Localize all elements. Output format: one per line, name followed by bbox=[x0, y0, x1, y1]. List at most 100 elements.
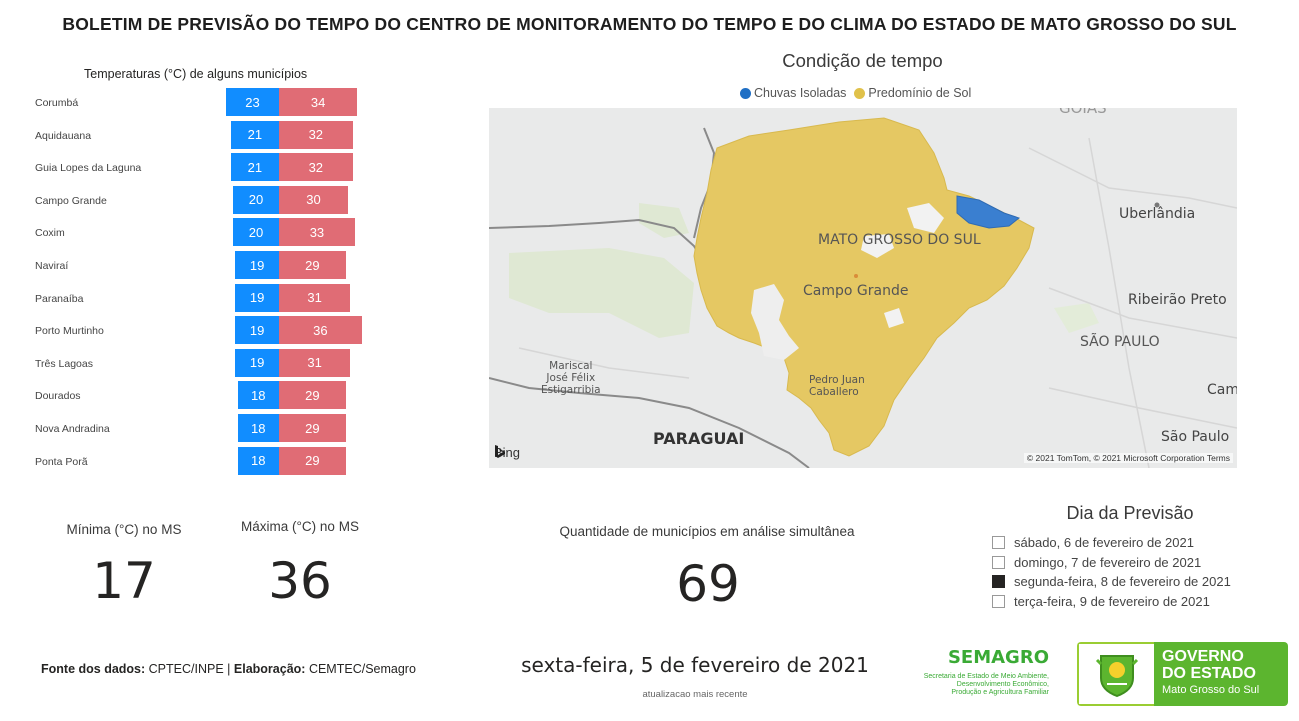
city-label: Três Lagoas bbox=[35, 357, 93, 370]
min-temp-bar[interactable]: 19 bbox=[235, 283, 279, 312]
legend-dot-rain bbox=[740, 87, 751, 99]
state-seal-icon bbox=[1077, 642, 1154, 706]
slicer-item-terca[interactable]: terça-feira, 9 de fevereiro de 2021 bbox=[992, 592, 1231, 612]
checkbox-domingo[interactable] bbox=[992, 555, 1005, 569]
map-title: Condição de tempo bbox=[782, 50, 943, 71]
max-temp-bar[interactable]: 34 bbox=[279, 88, 358, 116]
temperature-row[interactable]: Ponta Porã 18 29 bbox=[0, 445, 400, 478]
min-temp-bar[interactable]: 19 bbox=[235, 251, 279, 279]
legend-dot-sun bbox=[854, 87, 866, 99]
max-temp-bar[interactable]: 29 bbox=[279, 251, 346, 279]
max-temp-bar[interactable]: 29 bbox=[279, 381, 346, 410]
slicer-label-domingo: domingo, 7 de fevereiro de 2021 bbox=[1014, 554, 1202, 570]
source-value: CPTEC/INPE bbox=[148, 662, 224, 676]
semagro-logo: SEMAGRO Secretaria de Estado de Meio Amb… bbox=[906, 645, 1049, 700]
map-label-sao-paulo-city: São Paulo bbox=[1161, 429, 1230, 445]
gov-text: GOVERNO DO ESTADO Mato Grosso do Sul bbox=[1154, 642, 1288, 706]
temperature-chart: Corumbá 23 34 Aquidauana 21 32 Guia Lopes da L… bbox=[0, 86, 400, 481]
temperature-row[interactable]: Naviraí 19 29 bbox=[0, 249, 400, 282]
city-label: Nova Andradina bbox=[35, 423, 110, 435]
temperature-row[interactable]: Nova Andradina 18 29 bbox=[0, 412, 400, 445]
temperature-row[interactable]: Aquidauana 21 32 bbox=[0, 119, 400, 152]
max-temp-bar[interactable]: 36 bbox=[279, 316, 362, 345]
source-label: Fonte dos dados: bbox=[41, 662, 146, 676]
map-legend: Chuvas Isoladas Predomínio de Sol bbox=[740, 86, 971, 100]
map-label-campo-grande: Campo Grande bbox=[803, 283, 909, 299]
max-temp-bar[interactable]: 33 bbox=[279, 218, 355, 247]
legend-item-rain[interactable]: Chuvas Isoladas bbox=[740, 86, 846, 100]
update-caption: atualizacao mais recente bbox=[642, 689, 748, 700]
max-temp-bar[interactable]: 29 bbox=[279, 446, 346, 475]
kpi-count-value: 69 bbox=[676, 555, 740, 613]
temperature-row[interactable]: Dourados 18 29 bbox=[0, 379, 400, 412]
map-label-ribeirao: Ribeirão Preto bbox=[1128, 292, 1227, 308]
min-temp-bar[interactable]: 19 bbox=[235, 348, 279, 377]
day-slicer: sábado, 6 de fevereiro de 2021 domingo, … bbox=[992, 533, 1231, 611]
update-date: sexta-feira, 5 de fevereiro de 2021 bbox=[521, 653, 869, 677]
temperature-row[interactable]: Três Lagoas 19 31 bbox=[0, 347, 400, 380]
semagro-title: SEMAGRO bbox=[947, 647, 1049, 668]
slicer-item-sabado[interactable]: sábado, 6 de fevereiro de 2021 bbox=[992, 533, 1231, 553]
temperature-chart-title: Temperaturas (°C) de alguns municípios bbox=[84, 67, 308, 81]
min-temp-bar[interactable]: 23 bbox=[226, 88, 279, 116]
min-temp-bar[interactable]: 18 bbox=[237, 414, 279, 442]
data-source: Fonte dos dados: CPTEC/INPE | Elaboração… bbox=[41, 662, 416, 676]
bing-icon bbox=[495, 445, 505, 458]
kpi-min-label: Mínima (°C) no MS bbox=[66, 522, 182, 537]
max-temp-bar[interactable]: 29 bbox=[279, 414, 346, 442]
min-temp-bar[interactable]: 18 bbox=[237, 381, 279, 410]
slicer-title: Dia da Previsão bbox=[1066, 503, 1194, 523]
min-temp-bar[interactable]: 18 bbox=[237, 446, 279, 475]
max-temp-bar[interactable]: 32 bbox=[279, 153, 353, 182]
max-temp-bar[interactable]: 31 bbox=[279, 283, 351, 312]
min-temp-bar[interactable]: 21 bbox=[230, 153, 279, 182]
bing-logo[interactable]: Bing bbox=[494, 445, 520, 460]
source-separator: | bbox=[227, 662, 231, 676]
temperature-row[interactable]: Corumbá 23 34 bbox=[0, 86, 400, 119]
kpi-count-label: Quantidade de municípios em análise simu… bbox=[559, 524, 855, 539]
temperature-row[interactable]: Campo Grande 20 30 bbox=[0, 184, 400, 217]
government-logo: GOVERNO DO ESTADO Mato Grosso do Sul bbox=[1077, 642, 1288, 706]
min-temp-bar[interactable]: 21 bbox=[230, 120, 279, 149]
slicer-item-domingo[interactable]: domingo, 7 de fevereiro de 2021 bbox=[992, 553, 1231, 573]
city-label: Aquidauana bbox=[35, 129, 92, 142]
semagro-subtitle: Secretaria de Estado de Meio Ambiente, D… bbox=[906, 673, 1049, 697]
city-label: Porto Murtinho bbox=[35, 325, 104, 338]
temperature-row[interactable]: Paranaíba 19 31 bbox=[0, 282, 400, 315]
map-label-paraguai: PARAGUAI bbox=[653, 429, 745, 448]
map-label-mariscal-line3: Estigarribia bbox=[541, 384, 601, 396]
temperature-row[interactable]: Coxim 20 33 bbox=[0, 216, 400, 249]
elab-label: Elaboração: bbox=[233, 662, 306, 676]
slicer-item-segunda[interactable]: segunda-feira, 8 de fevereiro de 2021 bbox=[992, 572, 1231, 592]
min-temp-bar[interactable]: 19 bbox=[235, 316, 279, 345]
seal-icon bbox=[1095, 655, 1138, 698]
checkbox-terca[interactable] bbox=[992, 594, 1005, 608]
map-copyright[interactable]: © 2021 TomTom, © 2021 Microsoft Corporat… bbox=[1023, 453, 1233, 463]
max-temp-bar[interactable]: 30 bbox=[279, 185, 348, 214]
map-label-pedro-juan: Pedro Juan Caballero bbox=[809, 374, 865, 398]
slicer-label-terca: terça-feira, 9 de fevereiro de 2021 bbox=[1014, 593, 1210, 609]
slicer-label-sabado: sábado, 6 de fevereiro de 2021 bbox=[1014, 535, 1194, 551]
city-label: Corumbá bbox=[35, 97, 79, 109]
temperature-row[interactable]: Guia Lopes da Laguna 21 32 bbox=[0, 151, 400, 184]
gov-line2: DO ESTADO bbox=[1162, 665, 1256, 682]
weather-map[interactable]: GOIÁS MATO GROSSO DO SUL Campo Grande Ub… bbox=[489, 108, 1237, 468]
map-label-state: MATO GROSSO DO SUL bbox=[818, 232, 981, 248]
min-temp-bar[interactable]: 20 bbox=[233, 218, 279, 247]
legend-item-sun[interactable]: Predomínio de Sol bbox=[854, 86, 971, 100]
city-label: Ponta Porã bbox=[35, 455, 88, 468]
map-label-mariscal-line2: José Félix bbox=[546, 372, 596, 384]
report-title: BOLETIM DE PREVISÃO DO TEMPO DO CENTRO D… bbox=[62, 14, 1237, 34]
city-label: Dourados bbox=[35, 390, 81, 403]
max-temp-bar[interactable]: 32 bbox=[279, 120, 353, 149]
max-temp-bar[interactable]: 31 bbox=[279, 348, 351, 377]
city-label: Naviraí bbox=[35, 260, 69, 272]
checkbox-sabado[interactable] bbox=[992, 536, 1005, 550]
city-label: Paranaíba bbox=[35, 292, 84, 305]
temperature-row[interactable]: Porto Murtinho 19 36 bbox=[0, 314, 400, 347]
min-temp-bar[interactable]: 20 bbox=[233, 185, 279, 214]
city-label: Coxim bbox=[35, 227, 65, 240]
city-label: Campo Grande bbox=[35, 194, 107, 207]
map-label-pedro-juan-line1: Pedro Juan bbox=[809, 374, 865, 386]
checkbox-segunda[interactable] bbox=[992, 575, 1005, 589]
